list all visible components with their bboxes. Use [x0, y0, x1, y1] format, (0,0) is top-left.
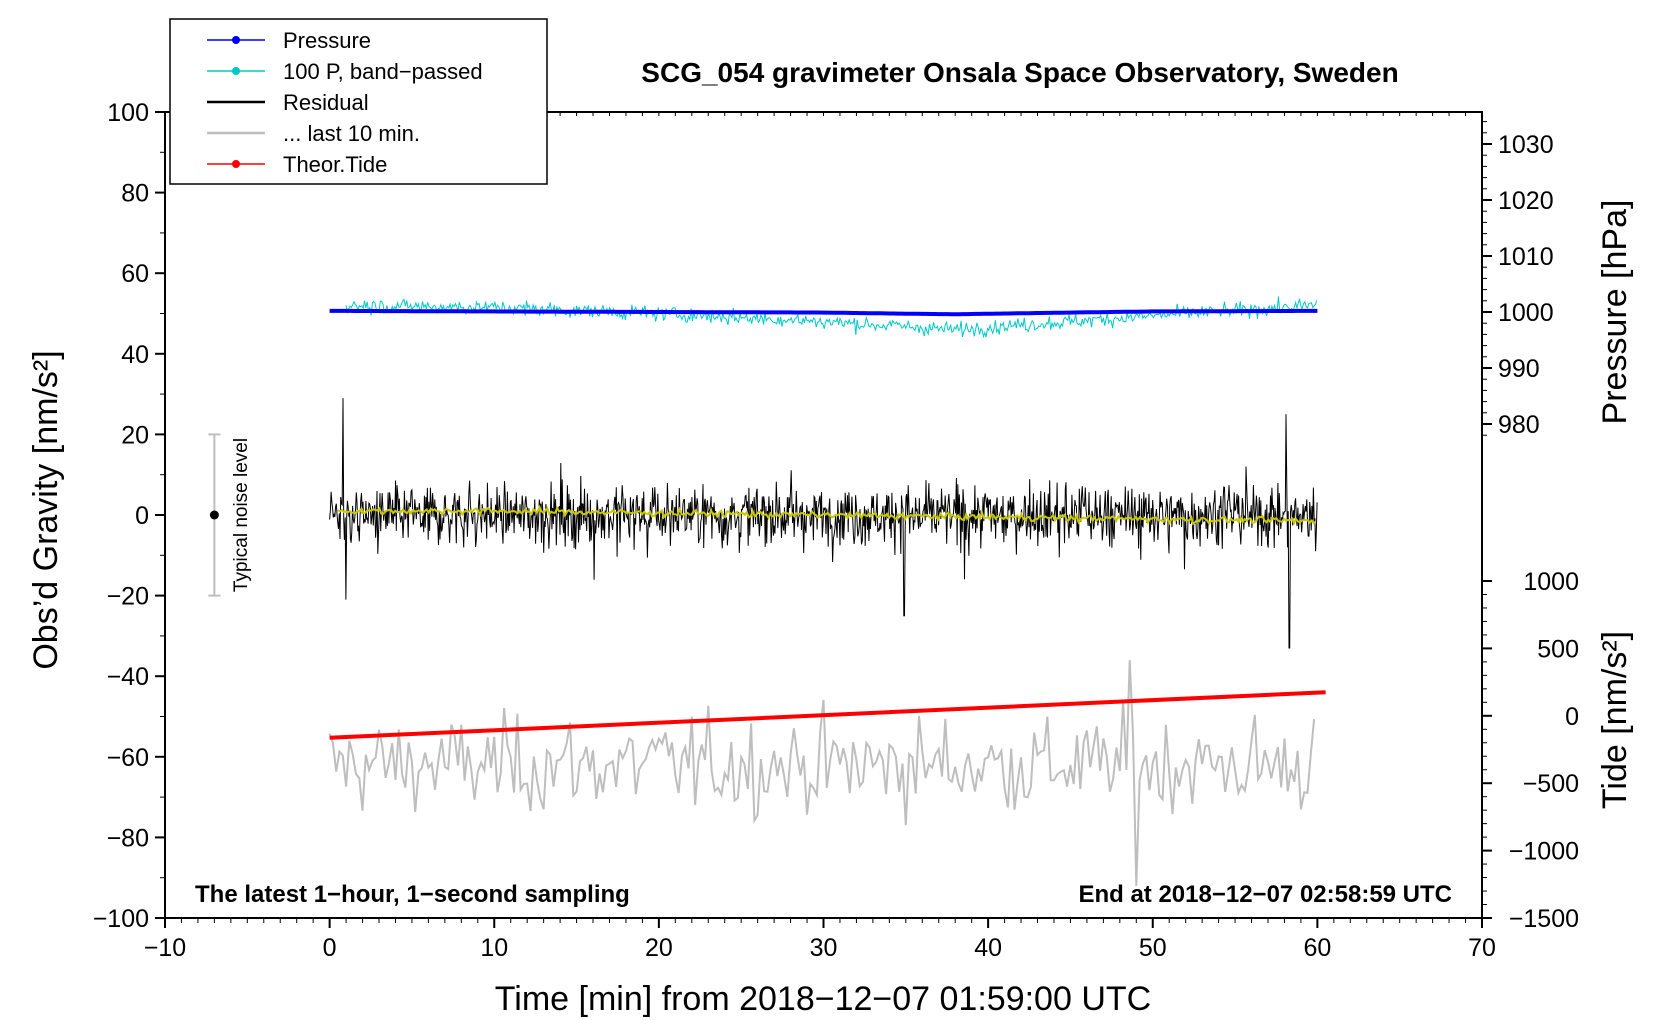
legend-marker [232, 160, 240, 168]
x-tick-label: 70 [1468, 934, 1496, 962]
legend-marker [232, 36, 240, 44]
y-axis-title-left: Obs’d Gravity [nm/s²] [27, 350, 65, 669]
legend-label: ... last 10 min. [283, 121, 420, 146]
x-tick-label: 40 [974, 934, 1002, 962]
y-tick-label: −100 [93, 905, 149, 933]
tide-tick-label: 500 [1537, 635, 1579, 663]
y-tick-label: −40 [107, 663, 149, 691]
noise-level-label: Typical noise level [231, 438, 252, 592]
pressure-tick-label: 1010 [1498, 243, 1554, 271]
y-axis-title-pressure: Pressure [hPa] [1596, 200, 1634, 425]
y-tick-label: 40 [121, 341, 149, 369]
x-tick-label: 20 [645, 934, 673, 962]
tide-tick-label: −500 [1523, 770, 1579, 798]
y-tick-label: −20 [107, 583, 149, 611]
y-tick-label: −80 [107, 824, 149, 852]
x-tick-label: 50 [1139, 934, 1167, 962]
pressure-tick-label: 1000 [1498, 299, 1554, 327]
pressure-line [330, 311, 1318, 314]
pressure-tick-label: 1030 [1498, 131, 1554, 159]
y-tick-label: 80 [121, 180, 149, 208]
end-time-note: End at 2018−12−07 02:58:59 UTC [1078, 881, 1452, 908]
noise-level-indicator [208, 434, 220, 595]
legend-marker [232, 67, 240, 75]
tide-tick-label: −1500 [1509, 905, 1579, 933]
x-tick-label: 30 [810, 934, 838, 962]
x-tick-label: 0 [323, 934, 337, 962]
bandpassed-pressure-line [346, 297, 1317, 338]
tide-tick-label: 1000 [1523, 568, 1579, 596]
y-tick-label: 60 [121, 260, 149, 288]
tide-line [330, 692, 1326, 738]
x-tick-label: −10 [144, 934, 186, 962]
x-axis-title: Time [min] from 2018−12−07 01:59:00 UTC [495, 980, 1151, 1018]
y-axis-title-tide: Tide [nm/s²] [1596, 631, 1634, 809]
legend: Pressure 100 P, band−passed Residual ... la… [170, 19, 547, 184]
legend-label: Residual [283, 90, 369, 115]
last-10-min-line [330, 660, 1315, 886]
y-tick-label: −60 [107, 744, 149, 772]
gravimeter-chart: −10 0 10 20 30 40 50 60 70−100−80−60−40−20020406… [0, 0, 1660, 1020]
legend-label: Theor.Tide [283, 152, 387, 177]
chart-title: SCG_054 gravimeter Onsala Space Observat… [641, 57, 1398, 88]
y-tick-label: 0 [135, 502, 149, 530]
x-tick-label: 10 [480, 934, 508, 962]
noise-bar-center-dot [210, 511, 219, 520]
legend-label: 100 P, band−passed [283, 59, 483, 84]
x-tick-label: 60 [1303, 934, 1331, 962]
tick-labels: −10 0 10 20 30 40 50 60 70−100−80−60−40−20020406… [93, 99, 1579, 962]
pressure-tick-label: 990 [1498, 355, 1540, 383]
sampling-note: The latest 1−hour, 1−second sampling [195, 881, 630, 908]
y-tick-label: 100 [107, 99, 149, 127]
tide-tick-label: 0 [1565, 703, 1579, 731]
pressure-tick-label: 1020 [1498, 187, 1554, 215]
data-series [330, 297, 1326, 886]
legend-label: Pressure [283, 28, 371, 53]
y-tick-label: 20 [121, 421, 149, 449]
pressure-tick-label: 980 [1498, 411, 1540, 439]
tide-tick-label: −1000 [1509, 838, 1579, 866]
